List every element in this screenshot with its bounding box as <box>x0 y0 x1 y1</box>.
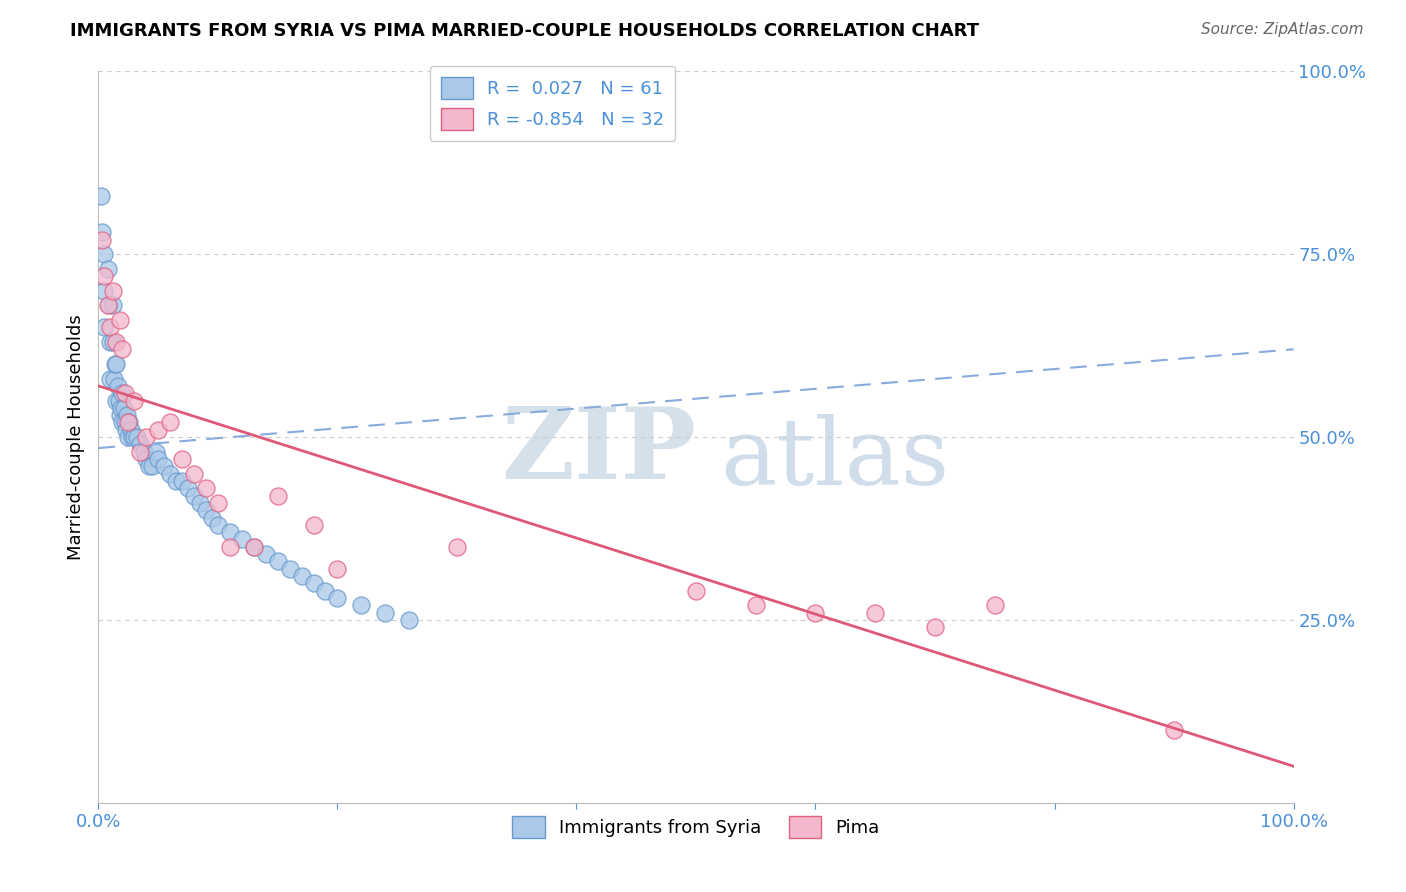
Point <box>165 474 187 488</box>
Point <box>201 510 224 524</box>
Point <box>374 606 396 620</box>
Y-axis label: Married-couple Households: Married-couple Households <box>66 314 84 560</box>
Point <box>110 401 132 415</box>
Point <box>114 386 136 401</box>
Point <box>101 284 124 298</box>
Point <box>104 357 127 371</box>
Point <box>153 459 176 474</box>
Point <box>121 430 143 444</box>
Point <box>111 386 134 401</box>
Text: IMMIGRANTS FROM SYRIA VS PIMA MARRIED-COUPLE HOUSEHOLDS CORRELATION CHART: IMMIGRANTS FROM SYRIA VS PIMA MARRIED-CO… <box>70 22 980 40</box>
Point <box>924 620 946 634</box>
Point <box>97 261 120 276</box>
Point <box>90 188 112 202</box>
Point <box>195 481 218 495</box>
Point <box>112 401 135 415</box>
Point <box>129 437 152 451</box>
Point <box>98 334 122 349</box>
Point <box>172 452 194 467</box>
Point <box>135 430 157 444</box>
Text: Source: ZipAtlas.com: Source: ZipAtlas.com <box>1201 22 1364 37</box>
Point <box>350 599 373 613</box>
Point <box>93 320 115 334</box>
Point <box>148 423 170 437</box>
Point <box>219 525 242 540</box>
Point <box>124 393 146 408</box>
Point <box>326 562 349 576</box>
Point <box>865 606 887 620</box>
Point <box>98 371 122 385</box>
Point <box>111 416 134 430</box>
Point <box>91 225 114 239</box>
Point <box>243 540 266 554</box>
Point <box>98 320 122 334</box>
Point <box>745 599 768 613</box>
Point <box>148 452 170 467</box>
Point <box>129 444 152 458</box>
Point <box>91 233 114 247</box>
Point <box>101 298 124 312</box>
Point <box>117 416 139 430</box>
Point <box>267 489 290 503</box>
Point <box>302 576 325 591</box>
Point <box>93 284 115 298</box>
Point <box>207 517 229 532</box>
Point <box>177 481 200 495</box>
Point <box>97 298 120 312</box>
Point <box>141 459 163 474</box>
Point <box>114 416 136 430</box>
Point <box>115 408 138 422</box>
Point <box>159 467 181 481</box>
Text: atlas: atlas <box>720 414 949 504</box>
Point <box>111 343 134 357</box>
Point <box>172 474 194 488</box>
Legend: Immigrants from Syria, Pima: Immigrants from Syria, Pima <box>505 808 887 845</box>
Point <box>291 569 314 583</box>
Point <box>107 379 129 393</box>
Point <box>219 540 242 554</box>
Point <box>145 444 167 458</box>
Point <box>267 554 290 568</box>
Point <box>398 613 420 627</box>
Point <box>120 423 142 437</box>
Point <box>125 430 148 444</box>
Point <box>118 416 141 430</box>
Point <box>685 583 707 598</box>
Point <box>804 606 827 620</box>
Point <box>105 393 128 408</box>
Point <box>326 591 349 605</box>
Point <box>124 430 146 444</box>
Point <box>278 562 301 576</box>
Point <box>93 269 115 284</box>
Text: ZIP: ZIP <box>501 403 696 500</box>
Point <box>101 334 124 349</box>
Point <box>135 452 157 467</box>
Point <box>1163 723 1185 737</box>
Point <box>446 540 468 554</box>
Point <box>984 599 1007 613</box>
Point <box>93 247 115 261</box>
Point <box>115 423 138 437</box>
Point <box>302 517 325 532</box>
Point <box>231 533 253 547</box>
Point <box>207 496 229 510</box>
Point <box>132 444 155 458</box>
Point <box>105 334 128 349</box>
Point <box>195 503 218 517</box>
Point <box>243 540 266 554</box>
Point <box>188 496 211 510</box>
Point <box>315 583 337 598</box>
Point <box>183 467 205 481</box>
Point <box>103 371 125 385</box>
Point <box>183 489 205 503</box>
Point <box>108 408 131 422</box>
Point <box>105 357 128 371</box>
Point <box>117 430 139 444</box>
Point <box>254 547 277 561</box>
Point <box>108 313 131 327</box>
Point <box>107 393 129 408</box>
Point <box>138 459 160 474</box>
Point <box>98 298 121 312</box>
Point <box>159 416 181 430</box>
